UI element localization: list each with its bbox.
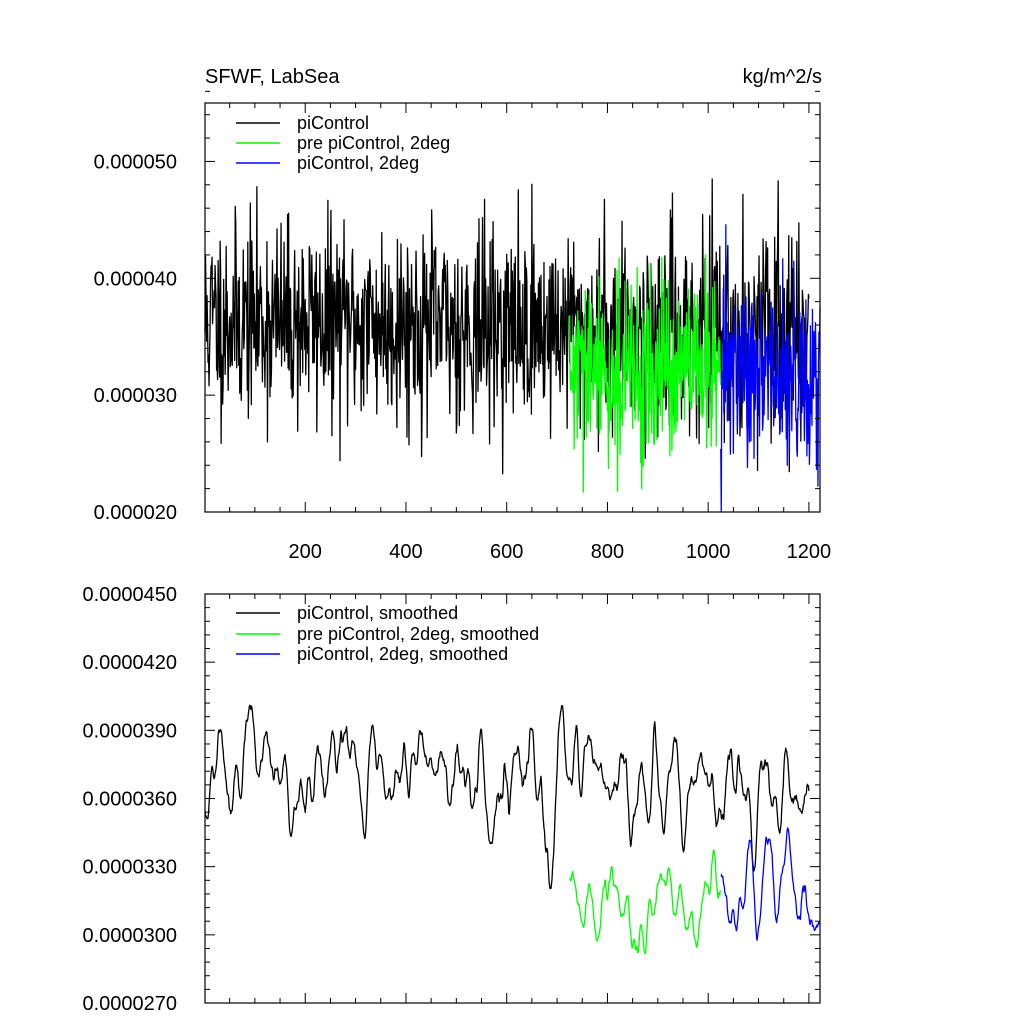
bottom-y-tick-label: 0.0000420 bbox=[82, 652, 177, 674]
bottom-y-tick-label: 0.0000330 bbox=[82, 857, 177, 879]
top-series-line-pre-picontrol-2deg bbox=[569, 254, 722, 493]
top-legend-label-pre-picontrol-2deg: pre piControl, 2deg bbox=[297, 133, 450, 153]
top-x-tick-label: 400 bbox=[389, 541, 422, 563]
top-x-tick-label: 1000 bbox=[686, 541, 731, 563]
top-panel-ticks: 200 400 600 800 1000 1200 0.000020 0.000030 0.00… bbox=[94, 90, 832, 563]
top-panel-series-lines bbox=[204, 178, 821, 513]
bottom-legend-label-picontrol-smoothed: piControl, smoothed bbox=[297, 603, 458, 623]
top-panel-title: SFWF, LabSea bbox=[205, 66, 340, 88]
bottom-panel: 0.0000270 0.0000300 0.0000330 0.0000360 0.00… bbox=[82, 584, 821, 1015]
top-panel-units: kg/m^2/s bbox=[743, 66, 822, 88]
top-x-tick-label: 600 bbox=[490, 541, 523, 563]
top-series-line-picontrol-2deg bbox=[720, 224, 821, 513]
bottom-series-line-picontrol-smoothed bbox=[204, 704, 810, 890]
bottom-y-tick-label: 0.0000450 bbox=[82, 584, 177, 606]
top-x-tick-label: 1200 bbox=[787, 541, 832, 563]
top-x-tick-label: 200 bbox=[289, 541, 322, 563]
top-y-tick-label: 0.000030 bbox=[94, 385, 177, 407]
bottom-legend: piControl, smoothed pre piControl, 2deg,… bbox=[236, 603, 539, 664]
bottom-legend-label-pre-picontrol-2deg-smoothed: pre piControl, 2deg, smoothed bbox=[297, 624, 539, 644]
top-legend: piControl pre piControl, 2deg piControl,… bbox=[236, 113, 450, 173]
bottom-series-line-picontrol-2deg-smoothed bbox=[720, 827, 821, 941]
top-panel: SFWF, LabSea kg/m^2/s 200 400 600 800 1000 12… bbox=[94, 66, 832, 563]
top-series-line-picontrol bbox=[204, 178, 810, 475]
bottom-y-tick-label: 0.0000300 bbox=[82, 925, 177, 947]
bottom-panel-series-lines bbox=[204, 704, 821, 955]
top-y-tick-label: 0.000020 bbox=[94, 502, 177, 524]
bottom-legend-label-picontrol-2deg-smoothed: piControl, 2deg, smoothed bbox=[297, 644, 508, 664]
top-x-tick-label: 800 bbox=[591, 541, 624, 563]
bottom-series-line-pre-picontrol-2deg-smoothed bbox=[569, 849, 721, 955]
top-legend-label-picontrol-2deg: piControl, 2deg bbox=[297, 153, 419, 173]
top-y-tick-label: 0.000040 bbox=[94, 268, 177, 290]
top-legend-label-picontrol: piControl bbox=[297, 113, 369, 133]
bottom-panel-ticks: 0.0000270 0.0000300 0.0000330 0.0000360 0.00… bbox=[82, 584, 820, 1015]
bottom-y-tick-label: 0.0000270 bbox=[82, 993, 177, 1015]
top-y-tick-label: 0.000050 bbox=[94, 151, 177, 173]
bottom-y-tick-label: 0.0000390 bbox=[82, 720, 177, 742]
bottom-y-tick-label: 0.0000360 bbox=[82, 789, 177, 811]
top-panel-frame bbox=[204, 102, 821, 513]
